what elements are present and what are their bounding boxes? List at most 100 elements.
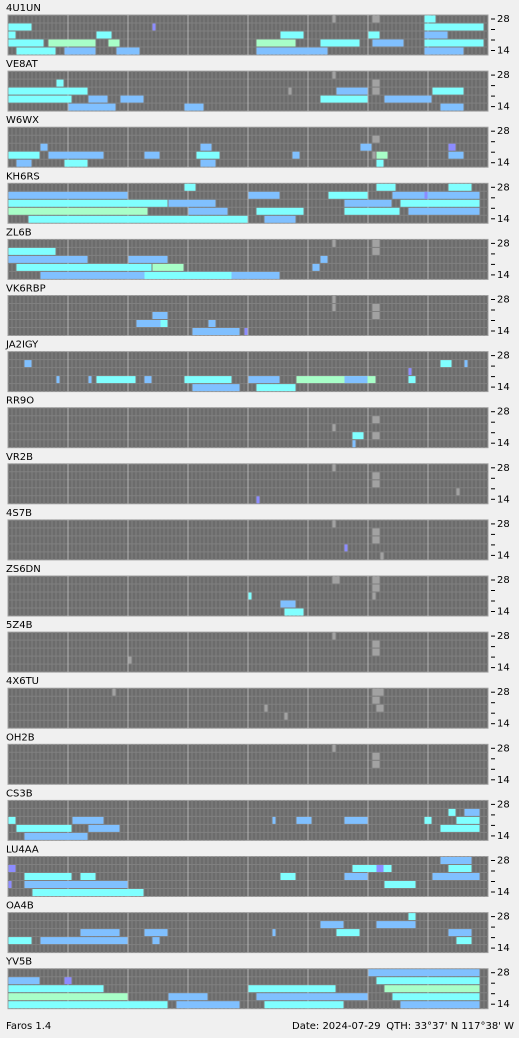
signal-cell: [192, 328, 240, 335]
signal-cell: [40, 143, 48, 151]
signal-cell: [408, 368, 412, 376]
date: Date: 2024-07-29: [292, 1021, 381, 1032]
grid-major: [67, 576, 429, 616]
signal-cell: [440, 824, 480, 832]
signal-cell: [344, 376, 368, 384]
signal-cell: [16, 263, 152, 271]
signal-cell: [8, 993, 128, 1001]
signal-cell: [256, 207, 304, 215]
station-name: OA4B: [6, 901, 34, 912]
signal-cell: [392, 191, 480, 199]
signal-cell: [184, 183, 196, 191]
signal-cell: [144, 376, 152, 384]
signal-cell: [256, 384, 296, 392]
signal-cell: [116, 47, 140, 55]
signal-cell: [456, 937, 472, 945]
signal-cell: [408, 207, 480, 215]
signal-cell: [372, 480, 380, 488]
signal-cell: [384, 985, 480, 993]
signal-cell: [152, 23, 156, 31]
signal-cell: [280, 600, 296, 608]
signal-cell: [96, 376, 136, 384]
signal-cell: [264, 1001, 344, 1009]
signal-cell: [8, 31, 16, 39]
band-label: 14: [497, 775, 510, 786]
signal-cell: [372, 151, 376, 159]
signal-cell: [332, 576, 340, 584]
signal-cell: [200, 143, 212, 151]
grid-lines: [8, 688, 488, 729]
signal-cell: [144, 929, 168, 937]
signal-cell: [344, 199, 392, 207]
grid-lines: [8, 744, 488, 785]
grid-major: [67, 407, 429, 448]
band-label: 28: [497, 799, 510, 810]
band-label: 28: [497, 238, 510, 249]
signal-cell: [8, 87, 88, 95]
band-label: 28: [497, 351, 510, 362]
signal-cell: [372, 79, 380, 87]
station-name: VK6RBP: [6, 284, 46, 295]
signal-cell: [188, 207, 228, 215]
band-label: 28: [497, 856, 510, 867]
grid-major: [67, 351, 429, 392]
signal-cell: [372, 576, 380, 584]
signal-cell: [8, 985, 104, 993]
signal-cell: [352, 865, 392, 872]
signal-cell: [344, 816, 368, 824]
signal-cell: [352, 440, 356, 448]
station-name: ZL6B: [6, 227, 32, 238]
signal-cell: [372, 752, 380, 760]
signal-cell: [284, 712, 288, 720]
band-label: 14: [497, 158, 510, 169]
signal-cell: [72, 816, 104, 824]
signal-cell: [424, 31, 448, 39]
signal-cell: [376, 704, 384, 712]
signal-cell: [332, 520, 336, 528]
signal-cell: [8, 207, 148, 215]
signal-cell: [424, 816, 432, 824]
band-label: 28: [497, 182, 510, 193]
signal-cell: [372, 760, 380, 768]
signal-cell: [184, 376, 232, 384]
grid-lines: [8, 407, 488, 448]
signal-cell: [464, 360, 468, 368]
signal-cell: [376, 921, 416, 929]
signal-cell: [360, 143, 372, 151]
signal-cell: [292, 151, 300, 159]
band-label: 28: [497, 407, 510, 418]
signal-cell: [372, 640, 380, 648]
signal-cell: [464, 808, 480, 816]
signal-cell: [8, 247, 56, 255]
band-label: 28: [497, 14, 510, 25]
signal-cell: [312, 263, 320, 271]
signal-cell: [424, 47, 464, 55]
signal-cell: [456, 816, 480, 824]
grid-major: [67, 744, 429, 785]
band-label: 28: [497, 575, 510, 586]
band-label: 28: [497, 743, 510, 754]
signal-cell: [320, 95, 368, 103]
signal-cell: [344, 873, 368, 880]
signal-cell: [8, 95, 72, 103]
signal-cell: [328, 191, 368, 199]
signal-cell: [372, 648, 380, 656]
signal-cell: [448, 183, 472, 191]
signal-cell: [248, 985, 336, 993]
signal-cell: [280, 873, 296, 880]
signal-cell: [16, 159, 32, 167]
signal-cell: [8, 151, 40, 159]
grid-lines: [8, 519, 488, 560]
band-label: 14: [497, 382, 510, 393]
signal-cell: [336, 929, 360, 937]
signal-cell: [432, 87, 464, 95]
signal-cell: [424, 23, 484, 31]
signal-cell: [332, 296, 336, 303]
signal-cell: [28, 215, 248, 223]
signal-cell: [24, 360, 32, 368]
signal-cell: [392, 993, 480, 1001]
signal-cell: [372, 304, 380, 311]
signal-cell: [256, 993, 368, 1001]
signal-cell: [8, 255, 88, 263]
